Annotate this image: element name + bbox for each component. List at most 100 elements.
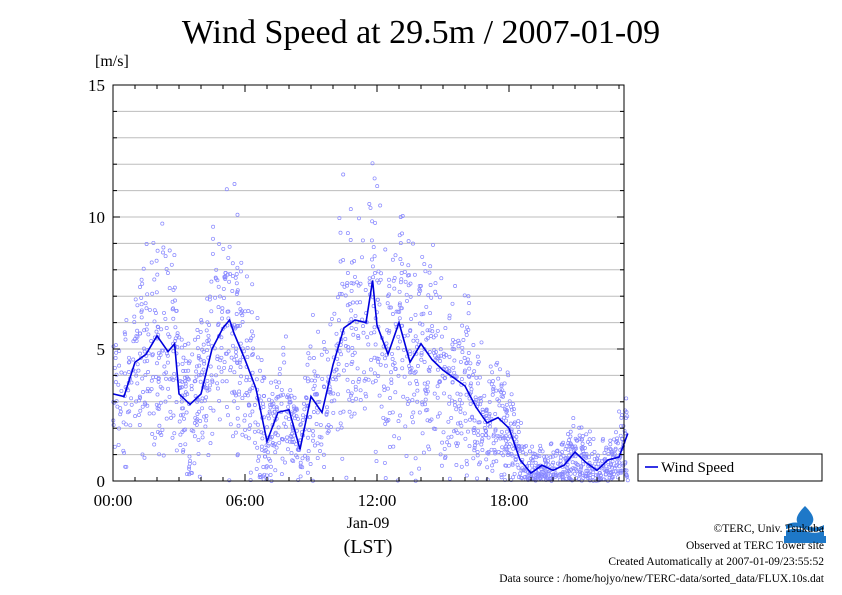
scatter-point: [447, 369, 452, 374]
scatter-point: [269, 399, 274, 404]
scatter-point: [239, 260, 244, 265]
scatter-point: [437, 411, 442, 416]
scatter-point: [232, 357, 237, 362]
scatter-point: [184, 410, 189, 415]
scatter-point: [345, 271, 350, 275]
scatter-point: [572, 466, 577, 471]
scatter-point: [397, 303, 402, 308]
scatter-point: [335, 427, 340, 432]
scatter-point: [117, 349, 122, 353]
scatter-point: [230, 289, 235, 293]
scatter-point: [114, 350, 119, 355]
scatter-point: [464, 458, 469, 463]
scatter-point: [570, 445, 575, 450]
scatter-point: [419, 350, 424, 355]
scatter-point: [222, 365, 227, 370]
scatter-point: [122, 330, 127, 335]
scatter-point: [314, 422, 319, 426]
scatter-point: [587, 429, 592, 434]
scatter-point: [134, 373, 139, 378]
scatter-point: [226, 413, 230, 418]
scatter-point: [475, 361, 480, 366]
scatter-point: [140, 376, 145, 381]
scatter-point: [458, 409, 463, 414]
scatter-point: [298, 463, 303, 468]
scatter-point: [135, 328, 140, 333]
scatter-point: [378, 277, 383, 282]
scatter-point: [259, 358, 264, 362]
legend-label: Wind Speed: [661, 460, 735, 476]
scatter-point: [427, 350, 432, 354]
scatter-point: [204, 418, 209, 423]
scatter-point: [117, 426, 121, 431]
scatter-point: [262, 376, 267, 380]
scatter-point: [450, 347, 455, 351]
scatter-point: [270, 441, 275, 445]
scatter-point: [262, 394, 267, 398]
scatter-point: [397, 301, 402, 306]
scatter-point: [375, 184, 380, 189]
scatter-point: [316, 329, 321, 334]
scatter-point: [288, 388, 293, 393]
scatter-point: [400, 214, 405, 218]
scatter-point: [566, 447, 571, 452]
scatter-point: [426, 293, 431, 298]
scatter-point: [484, 433, 489, 437]
scatter-point: [472, 369, 477, 374]
scatter-point: [202, 359, 207, 364]
scatter-point: [188, 458, 193, 463]
scatter-point: [334, 331, 339, 336]
scatter-point: [166, 386, 171, 391]
scatter-point: [400, 261, 404, 266]
scatter-point: [305, 362, 310, 367]
scatter-point: [235, 361, 240, 366]
scatter-point: [426, 380, 430, 385]
scatter-point: [376, 280, 381, 285]
scatter-point: [458, 359, 463, 364]
scatter-point: [242, 418, 247, 423]
scatter-point: [509, 392, 514, 397]
scatter-point: [440, 440, 445, 445]
scatter-point: [585, 439, 590, 444]
scatter-point: [311, 356, 316, 360]
scatter-point: [351, 300, 355, 305]
scatter-point: [493, 412, 498, 416]
scatter-point: [520, 476, 524, 480]
scatter-point: [332, 311, 337, 316]
scatter-point: [477, 462, 481, 467]
scatter-point: [236, 324, 241, 328]
scatter-point: [119, 370, 124, 375]
scatter-point: [223, 270, 228, 275]
scatter-point: [262, 449, 267, 453]
scatter-point: [205, 378, 210, 383]
scatter-point: [372, 271, 377, 276]
scatter-point: [367, 202, 372, 206]
scatter-point: [186, 368, 191, 373]
scatter-point: [156, 379, 161, 384]
scatter-point: [192, 461, 197, 466]
scatter-point: [514, 434, 519, 439]
scatter-point: [402, 269, 407, 274]
scatter-point: [162, 364, 167, 369]
scatter-point: [284, 415, 288, 420]
scatter-point: [235, 265, 240, 270]
scatter-point: [135, 381, 140, 386]
scatter-point: [235, 453, 240, 458]
scatter-point: [278, 366, 282, 371]
scatter-point: [434, 350, 438, 354]
scatter-point: [425, 384, 430, 389]
scatter-point: [379, 404, 384, 409]
scatter-point: [544, 460, 549, 465]
scatter-point: [228, 368, 233, 373]
scatter-point: [466, 374, 471, 379]
scatter-point: [614, 430, 618, 435]
scatter-point: [245, 355, 250, 360]
scatter-point: [420, 402, 425, 407]
chart-title: Wind Speed at 29.5m / 2007-01-09: [181, 14, 661, 51]
scatter-point: [150, 291, 155, 296]
scatter-point: [587, 478, 592, 483]
scatter-point: [507, 399, 512, 404]
scatter-point: [321, 340, 326, 345]
scatter-point: [232, 399, 237, 404]
